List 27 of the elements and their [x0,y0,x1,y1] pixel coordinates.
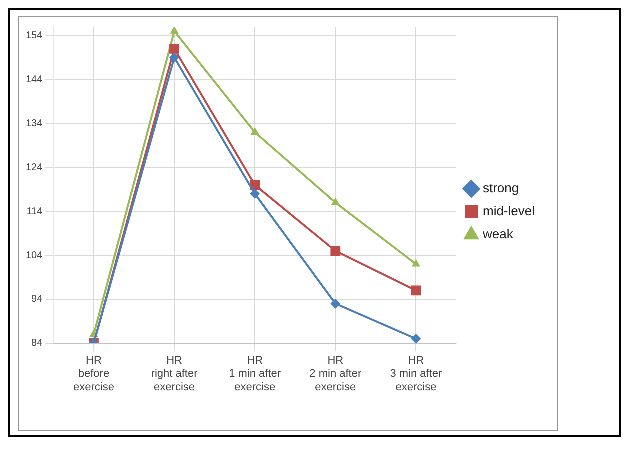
point [330,246,341,256]
y-tick-label: 84 [32,338,44,350]
y-tick-label: 154 [26,30,44,42]
point [330,298,341,309]
point [411,286,422,296]
point [250,127,260,135]
point [411,334,422,344]
x-tick-label: HR 2 min after exercise [310,355,362,394]
x-tick-label: HR 1 min after exercise [229,355,282,394]
legend-label: strong [482,180,520,196]
point [170,44,180,54]
y-tick-label: 144 [26,74,44,86]
y-tick-label: 94 [32,294,44,306]
x-tick-label: HR before exercise [73,355,114,394]
point [331,198,340,206]
point [250,188,260,199]
point [170,52,180,63]
x-tick-label: HR 3 min after exercise [390,355,443,394]
point [412,259,421,267]
y-tick-label: 124 [26,162,44,174]
x-tick-label: HR right after exercise [151,355,198,394]
y-tick-label: 114 [26,206,44,218]
y-tick-label: 134 [26,118,44,130]
point [170,27,179,34]
legend-label: weak [482,226,514,242]
legend-label: mid-level [482,204,536,219]
y-tick-label: 104 [26,250,44,262]
